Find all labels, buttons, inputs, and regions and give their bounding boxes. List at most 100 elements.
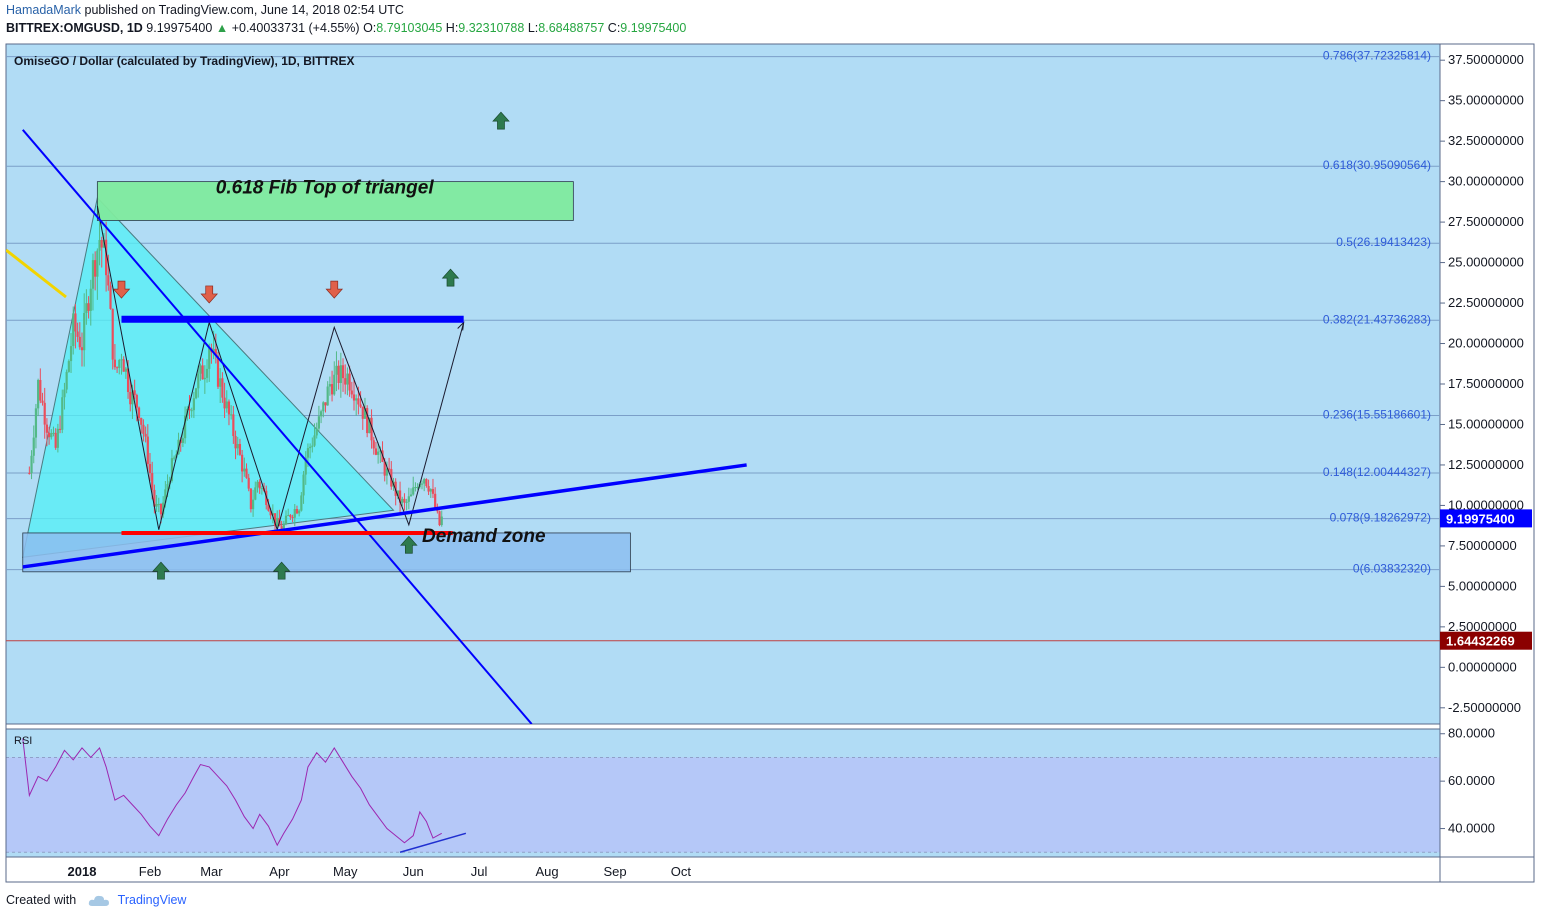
candle-down	[100, 239, 103, 248]
candle-down	[258, 481, 261, 489]
candle-down	[291, 517, 294, 519]
candle-up	[52, 432, 55, 434]
candle-down	[374, 448, 378, 455]
rsi-band	[6, 757, 1440, 853]
candle-up	[225, 401, 228, 409]
candle-down	[249, 488, 253, 510]
fib-level-label: 0.078(9.18262972)	[1330, 511, 1431, 525]
x-tick-label: Mar	[200, 864, 223, 879]
candle-down	[94, 260, 97, 277]
candle-up	[98, 239, 101, 251]
candle-up	[230, 414, 233, 416]
fib-level-label: 0.148(12.00444327)	[1323, 465, 1431, 479]
candle-down	[188, 408, 191, 411]
candle-down	[359, 404, 362, 407]
candle-down	[324, 402, 327, 406]
publish-line: HamadaMark published on TradingView.com,…	[6, 3, 404, 17]
up-arrow-icon	[400, 535, 418, 554]
candle-up	[319, 411, 323, 417]
candle-up	[346, 373, 349, 385]
candle-down	[148, 464, 152, 474]
candle-up	[173, 457, 176, 459]
candle-up	[409, 494, 413, 497]
ascending-trendline	[22, 463, 747, 569]
candle-down	[159, 503, 163, 515]
candle-down	[153, 489, 156, 507]
rsi-drawings	[22, 738, 467, 853]
candle-down	[350, 390, 353, 395]
fib-level-label: 0(6.03832320)	[1353, 562, 1431, 576]
candle-down	[247, 477, 250, 489]
candle-down	[105, 239, 108, 276]
candle-down	[41, 400, 44, 403]
up-arrow-icon	[272, 561, 291, 580]
y-tick-label: 32.50000000	[1448, 133, 1524, 148]
candle-down	[431, 489, 435, 494]
tradingview-link[interactable]: TradingView	[117, 893, 187, 907]
candle-up	[65, 371, 68, 390]
candle-down	[337, 365, 340, 384]
x-tick-label: Sep	[603, 864, 626, 879]
candle-down	[45, 424, 49, 433]
candle-up	[96, 250, 99, 277]
close-value: 9.19975400	[620, 21, 687, 35]
fib-level-label: 0.5(26.19413423)	[1336, 235, 1431, 249]
y-tick-label: 17.50000000	[1448, 376, 1524, 391]
candle-down	[234, 436, 237, 449]
candle-down	[352, 394, 356, 401]
candle-down	[137, 407, 141, 419]
candle-up	[183, 415, 187, 439]
candle-up	[335, 365, 338, 375]
y-tick-label: 2.50000000	[1448, 619, 1517, 634]
candle-down	[361, 406, 364, 419]
candle-down	[140, 418, 143, 425]
candle-up	[313, 435, 316, 446]
candle-down	[126, 368, 130, 393]
candle-up	[190, 410, 193, 412]
x-tick-label: Apr	[269, 864, 290, 879]
y-tick-label: -2.50000000	[1448, 700, 1521, 715]
candle-down	[216, 355, 220, 387]
candle-down	[144, 433, 147, 437]
rsi-label: RSI	[14, 735, 32, 747]
candle-down	[80, 347, 84, 351]
candle-down	[289, 515, 292, 518]
y-tick-label: 35.00000000	[1448, 93, 1524, 108]
candle-up	[192, 398, 195, 411]
candle-down	[74, 313, 77, 332]
candle-up	[131, 390, 134, 405]
candle-up	[414, 487, 417, 489]
candle-up	[304, 457, 307, 475]
ohlc-line: BITTREX:OMGUSD, 1D 9.19975400 ▲ +0.40033…	[6, 21, 686, 35]
candle-up	[298, 510, 301, 514]
candle-up	[440, 516, 443, 526]
candle-down	[372, 440, 375, 449]
candle-up	[302, 474, 305, 496]
price-drawings	[6, 111, 747, 724]
candle-down	[142, 424, 145, 434]
candle-down	[43, 402, 46, 425]
candle-down	[427, 486, 430, 492]
rsi-tick-label: 40.0000	[1448, 821, 1495, 836]
candle-down	[135, 394, 138, 408]
fib-zone	[96, 181, 574, 221]
candle-down	[387, 468, 391, 470]
candle-down	[54, 432, 57, 448]
y-tick-label: 5.00000000	[1448, 578, 1517, 593]
candle-down	[403, 498, 406, 503]
x-tick-label: May	[333, 864, 358, 879]
candle-up	[197, 373, 200, 389]
candle-down	[425, 479, 428, 487]
yellow-marker-line	[6, 248, 67, 299]
candle-up	[317, 416, 321, 429]
candle-up	[37, 379, 40, 409]
candle-up	[355, 398, 358, 401]
candle-up	[363, 408, 367, 419]
last-price-badge	[1440, 509, 1532, 528]
author-link[interactable]: HamadaMark	[6, 3, 82, 17]
candle-down	[438, 511, 441, 526]
candle-up	[315, 428, 318, 436]
candle-up	[251, 499, 255, 510]
candle-up	[30, 455, 33, 474]
